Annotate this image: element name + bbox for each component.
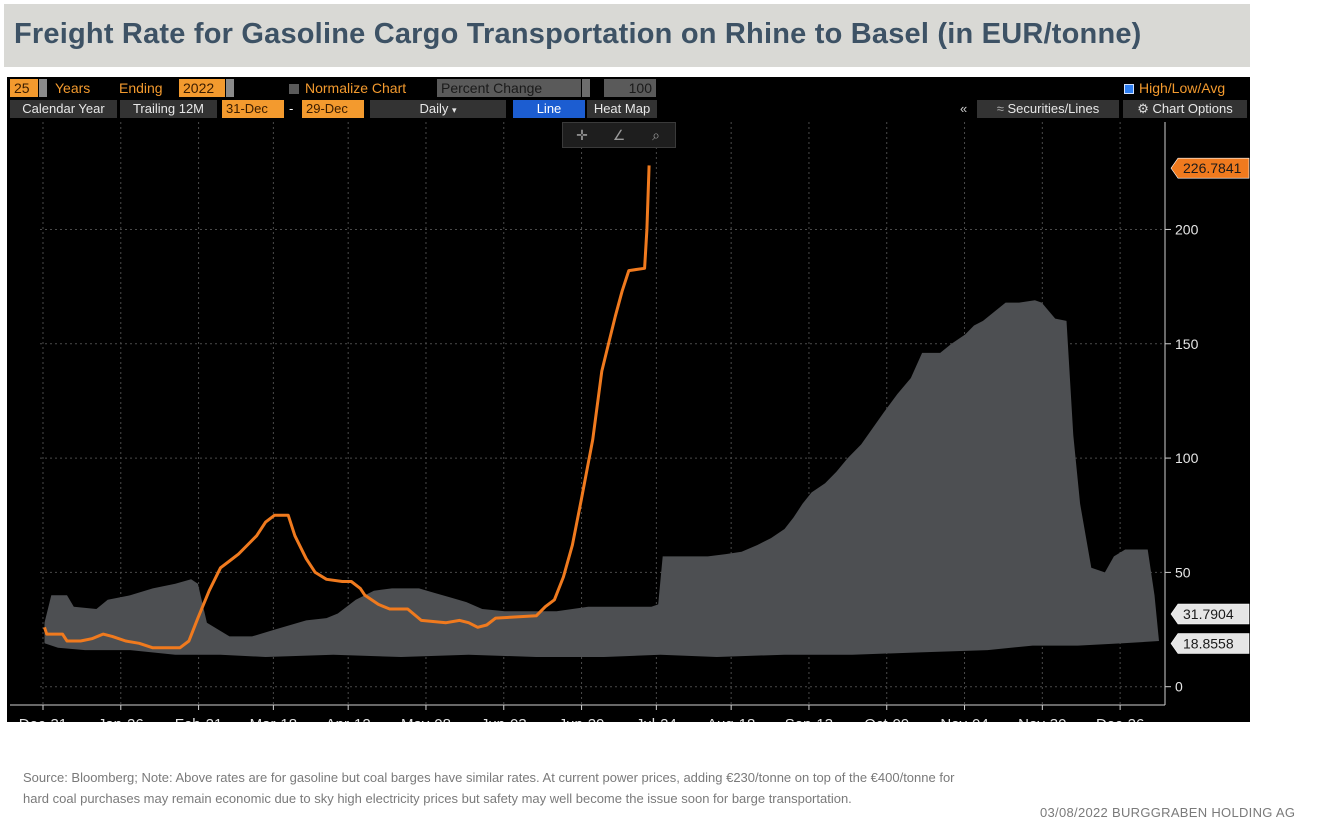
frequency-label: Daily <box>419 101 449 116</box>
value-marker-label: 226.7841 <box>1183 160 1242 176</box>
x-tick-label: Nov-04 <box>940 716 988 722</box>
value-marker <box>1170 157 1250 179</box>
tab-heat-map[interactable]: Heat Map <box>587 100 657 118</box>
x-tick-label: Oct-09 <box>864 716 909 722</box>
y-tick-label: 0 <box>1175 679 1183 695</box>
y-tick-label: 200 <box>1175 221 1199 237</box>
x-tick-label: Mar-18 <box>250 716 298 722</box>
date-range-dash: - <box>289 101 294 116</box>
high-low-avg-checkbox[interactable] <box>1124 84 1134 94</box>
x-tick-label: Aug-18 <box>707 716 755 722</box>
x-tick-label: Jan-26 <box>98 716 144 722</box>
x-tick-label: Feb-21 <box>175 716 223 722</box>
ending-label: Ending <box>119 80 163 96</box>
trailing-12m-button[interactable]: Trailing 12M <box>120 100 217 118</box>
high-low-avg-label: High/Low/Avg <box>1139 80 1226 96</box>
normalize-label: Normalize Chart <box>305 80 407 96</box>
calendar-year-button[interactable]: Calendar Year <box>10 100 117 118</box>
x-tick-label: Jun-29 <box>559 716 605 722</box>
x-tick-label: Dec-26 <box>1096 716 1144 722</box>
x-tick-label: Nov-30 <box>1018 716 1066 722</box>
series-line <box>43 165 651 650</box>
draw-pen-icon[interactable]: ∠ <box>612 127 626 143</box>
high-low-band <box>44 300 1159 657</box>
chart-title: Freight Rate for Gasoline Cargo Transpor… <box>14 18 1142 50</box>
gear-icon: ⚙ <box>1137 101 1149 116</box>
years-label: Years <box>55 80 91 96</box>
chart-options-label: Chart Options <box>1152 101 1233 116</box>
x-tick-label: Jul-24 <box>636 716 677 722</box>
normalize-base-input[interactable]: 100 <box>604 79 656 97</box>
x-tick-label: May-08 <box>401 716 451 722</box>
years-spinner[interactable] <box>39 79 47 97</box>
y-tick-label: 100 <box>1175 450 1199 466</box>
normalize-mode-select[interactable]: Percent Change <box>437 79 581 97</box>
x-tick-label: Dec-31 <box>19 716 67 722</box>
collapse-icon[interactable]: « <box>960 101 968 116</box>
normalize-checkbox[interactable] <box>289 84 299 94</box>
ending-year-input[interactable]: 2022 <box>179 79 225 97</box>
date-and-org: 03/08/2022 BURGGRABEN HOLDING AG <box>1040 805 1296 820</box>
x-tick-label: Sep-13 <box>785 716 833 722</box>
value-marker-label: 18.8558 <box>1183 635 1234 651</box>
start-date-input[interactable]: 31-Dec <box>222 100 284 118</box>
title-banner: Freight Rate for Gasoline Cargo Transpor… <box>4 4 1250 67</box>
y-tick-label: 150 <box>1175 336 1199 352</box>
y-tick-label: 50 <box>1175 564 1191 580</box>
frequency-caret-icon: ▾ <box>452 105 457 115</box>
x-tick-label: Jun-03 <box>481 716 527 722</box>
high-low-avg-toggle[interactable]: High/Low/Avg <box>1124 79 1225 97</box>
chart-tools: ✛ ∠ ⌕ <box>562 122 676 148</box>
value-marker <box>1170 603 1250 625</box>
securities-lines-label: Securities/Lines <box>1007 101 1100 116</box>
x-tick-label: Apr-12 <box>326 716 371 722</box>
value-marker <box>1170 633 1250 654</box>
zoom-icon[interactable]: ⌕ <box>652 127 660 143</box>
securities-lines-button[interactable]: ≈ Securities/Lines <box>977 100 1119 118</box>
chart-area: 0 50 100 150 200 Dec-31 Jan-26 Feb-21 Mar-18 Apr-… <box>7 122 1250 733</box>
end-date-input[interactable]: 29-Dec <box>302 100 364 118</box>
normalize-mode-dropdown[interactable] <box>582 79 590 97</box>
crosshair-icon[interactable]: ✛ <box>576 127 588 143</box>
years-input[interactable]: 25 <box>10 79 38 97</box>
bloomberg-chart-panel: 25 Years Ending 2022 Normalize Chart Per… <box>7 77 1250 733</box>
normalize-toggle[interactable]: Normalize Chart <box>289 79 406 97</box>
line-chart: 0 50 100 150 200 Dec-31 Jan-26 Feb-21 Mar-18 Apr-… <box>10 122 1250 733</box>
ending-year-spinner[interactable] <box>226 79 234 97</box>
chart-options-button[interactable]: ⚙ Chart Options <box>1123 100 1247 118</box>
value-marker-label: 31.7904 <box>1183 606 1234 622</box>
source-note: Source: Bloomberg; Note: Above rates are… <box>23 770 955 806</box>
tab-line[interactable]: Line <box>513 100 585 118</box>
frequency-select[interactable]: Daily ▾ <box>370 100 506 118</box>
lines-icon: ≈ <box>996 101 1004 116</box>
